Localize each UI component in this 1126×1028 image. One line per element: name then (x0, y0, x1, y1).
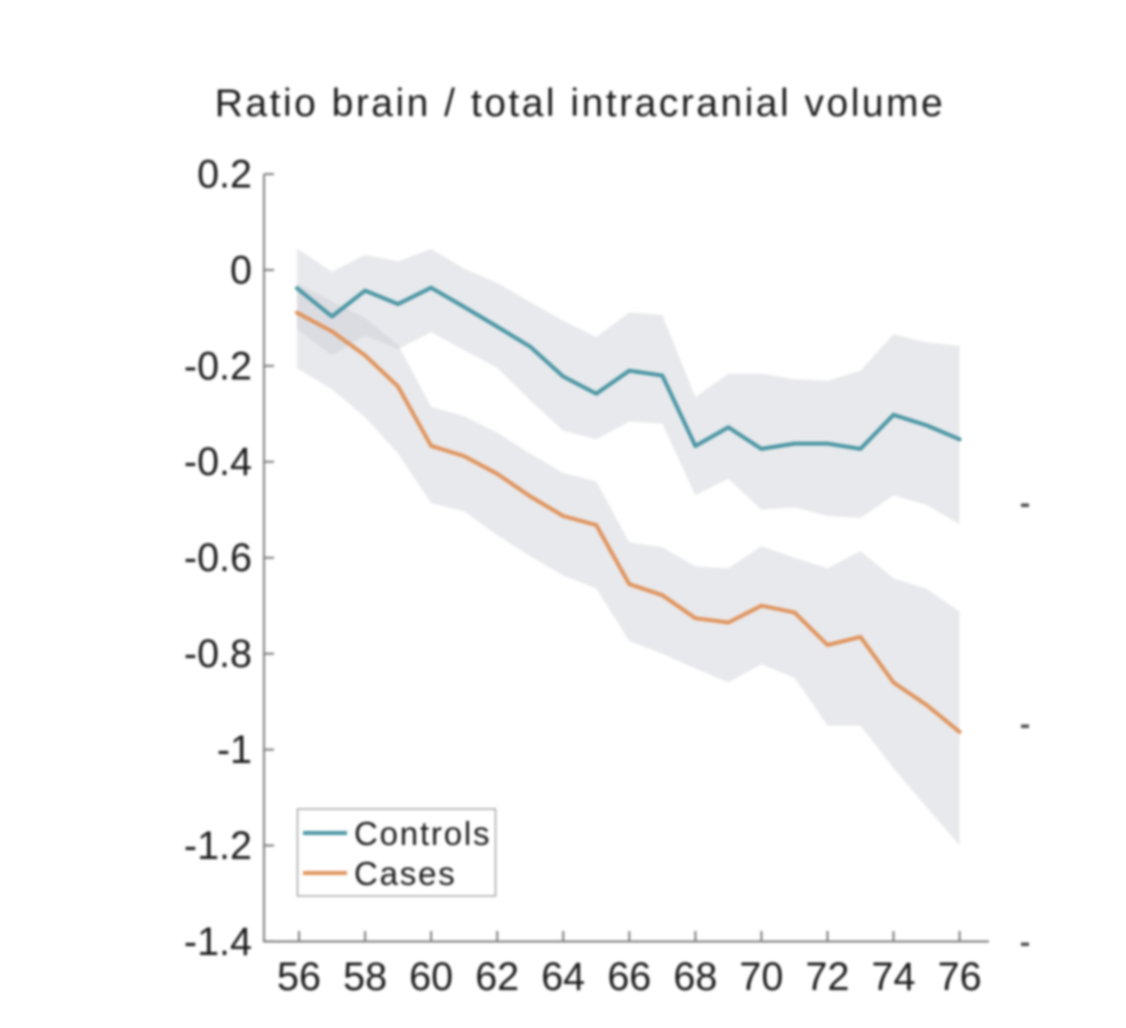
svg-text:-0.6: -0.6 (184, 536, 252, 580)
svg-text:Cases: Cases (354, 855, 457, 892)
svg-text:-0.2: -0.2 (184, 344, 252, 388)
svg-text:72: 72 (806, 955, 850, 999)
svg-text:76: 76 (938, 955, 982, 999)
svg-text:-0.8: -0.8 (184, 632, 252, 676)
svg-text:0: 0 (230, 248, 252, 292)
svg-text:Ratio brain / total intracrani: Ratio brain / total intracranial volume (215, 82, 945, 125)
svg-text:56: 56 (277, 955, 321, 999)
svg-text:0.2: 0.2 (197, 153, 252, 197)
svg-text:64: 64 (541, 955, 585, 999)
svg-text:-1.2: -1.2 (184, 824, 252, 868)
svg-text:60: 60 (409, 955, 453, 999)
svg-text:58: 58 (343, 955, 387, 999)
svg-text:-1: -1 (217, 728, 252, 772)
svg-text:66: 66 (607, 955, 651, 999)
svg-text:70: 70 (739, 955, 783, 999)
svg-text:74: 74 (872, 955, 916, 999)
svg-text:68: 68 (673, 955, 717, 999)
svg-text:-0.4: -0.4 (184, 440, 252, 484)
svg-text:Controls: Controls (354, 815, 491, 852)
svg-text:-1.4: -1.4 (184, 920, 252, 964)
svg-text:62: 62 (475, 955, 519, 999)
